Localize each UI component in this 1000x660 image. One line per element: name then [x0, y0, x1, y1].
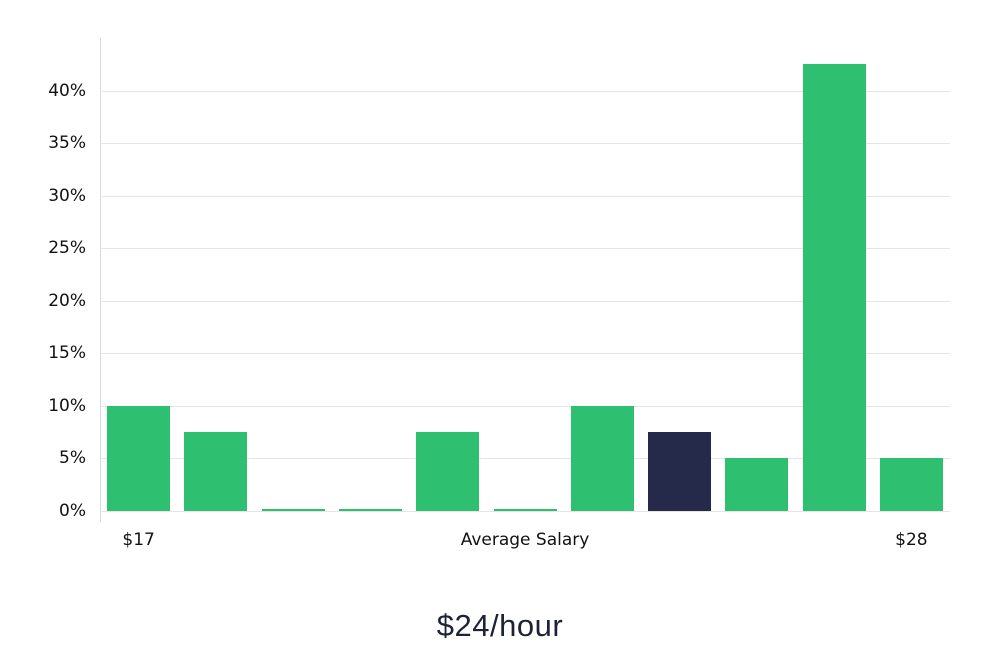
y-tick-label: 35% — [48, 133, 86, 154]
bar — [725, 458, 789, 511]
y-tick-label: 40% — [48, 80, 86, 101]
gridline — [100, 511, 950, 512]
chart-title: $24/hour — [436, 608, 564, 643]
y-tick-label: 5% — [59, 448, 86, 469]
bar — [879, 458, 943, 511]
bar — [802, 64, 866, 511]
gridline — [100, 143, 950, 145]
y-tick-label: 30% — [48, 185, 86, 206]
bar — [570, 405, 634, 511]
y-tick-label: 25% — [48, 238, 86, 259]
gridline — [100, 458, 950, 460]
bar — [416, 432, 480, 511]
gridline — [100, 353, 950, 355]
bar — [107, 405, 171, 511]
x-tick-label-min: $17 — [122, 530, 155, 550]
bar — [338, 508, 402, 511]
x-axis-title: Average Salary — [460, 530, 590, 550]
y-axis-line — [100, 38, 101, 522]
gridline — [100, 300, 950, 302]
bar — [184, 432, 248, 511]
y-tick-label: 10% — [48, 395, 86, 416]
bar — [261, 508, 325, 511]
y-tick-label: 15% — [48, 343, 86, 364]
gridline — [100, 248, 950, 250]
x-tick-label-max: $28 — [895, 530, 928, 550]
gridline — [100, 405, 950, 407]
gridline — [100, 90, 950, 92]
gridline — [100, 195, 950, 197]
y-tick-label: 20% — [48, 290, 86, 311]
bar-highlight-average — [648, 432, 712, 511]
bar — [493, 508, 557, 511]
y-tick-label: 0% — [59, 501, 86, 521]
plot-area — [100, 38, 950, 522]
